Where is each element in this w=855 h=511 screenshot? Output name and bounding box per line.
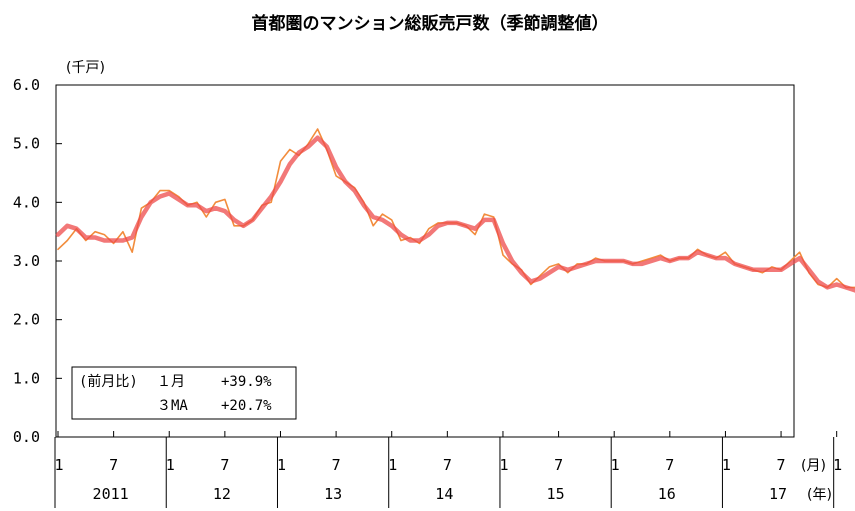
annotation-row2-value: +20.7% (221, 398, 272, 414)
x-year-label: 13 (324, 485, 342, 503)
y-tick-label: 2.0 (13, 311, 40, 329)
series-layer (55, 128, 855, 293)
x-month-label: 7 (220, 456, 229, 474)
y-ticks: 0.0 1.0 2.0 3.0 4.0 5.0 6.0 (13, 76, 62, 446)
y-tick-label: 0.0 (13, 428, 40, 446)
x-month-label: 7 (109, 456, 118, 474)
x-month-label: 1 (833, 456, 842, 474)
annotation-header: (前月比) (79, 373, 138, 390)
annotation-box: (前月比) １月 +39.9% ３MA +20.7% (71, 366, 297, 420)
y-tick-label: 5.0 (13, 135, 40, 153)
y-axis-label: (千戸) (66, 60, 105, 76)
x-year-label: 17 (769, 485, 787, 503)
x-month-label: 1 (611, 456, 620, 474)
annotation-row1-value: +39.9% (221, 374, 272, 390)
series-line-1 (57, 128, 855, 289)
y-tick-label: 3.0 (13, 252, 40, 270)
x-month-label: 7 (554, 456, 563, 474)
x-month-label: 1 (722, 456, 731, 474)
y-tick-label: 6.0 (13, 76, 40, 94)
x-month-label: 7 (665, 456, 674, 474)
x-unit-month: (月) (801, 458, 826, 474)
series-line-2 (55, 135, 855, 293)
x-year-label: 12 (213, 485, 231, 503)
x-month-label: 7 (777, 456, 786, 474)
y-tick-label: 1.0 (13, 369, 40, 387)
x-year-label: 14 (435, 485, 453, 503)
annotation-row2-label: ３MA (157, 398, 188, 414)
x-month-label: 1 (54, 456, 63, 474)
x-ticks: 1717171717171717171717171712011121314151… (54, 431, 842, 508)
x-year-label: 16 (658, 485, 676, 503)
x-month-label: 1 (388, 456, 397, 474)
y-tick-label: 4.0 (13, 193, 40, 211)
x-unit-year: (年) (807, 487, 832, 503)
x-year-label: 15 (547, 485, 565, 503)
x-month-label: 1 (166, 456, 175, 474)
annotation-border (71, 366, 297, 420)
annotation-row1-label: １月 (157, 374, 185, 390)
x-month-label: 7 (332, 456, 341, 474)
x-year-label: 2011 (93, 485, 129, 503)
x-month-label: 7 (443, 456, 452, 474)
x-month-label: 1 (277, 456, 286, 474)
chart-title: 首都圏のマンション総販売戸数（季節調整値） (252, 13, 609, 34)
x-month-label: 1 (499, 456, 508, 474)
